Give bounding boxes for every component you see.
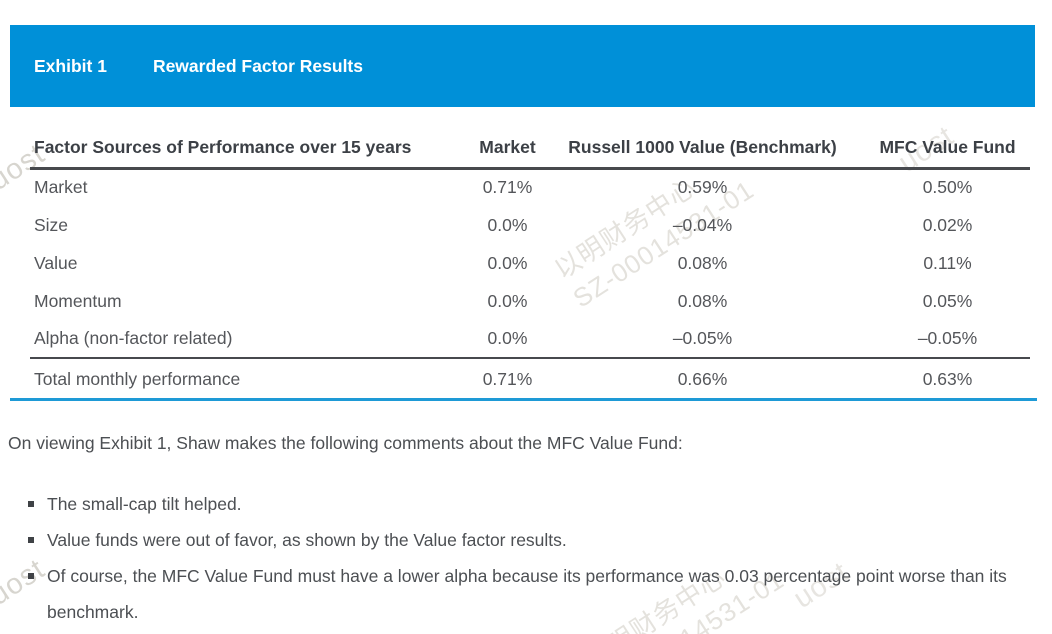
factor-results-table: Factor Sources of Performance over 15 ye… [30,128,1030,399]
bullet-square-icon [28,573,34,579]
comment-text: The small-cap tilt helped. [47,494,242,514]
column-header-fund: MFC Value Fund [865,128,1030,170]
column-header-market: Market [475,128,540,170]
list-item: Of course, the MFC Value Fund must have … [28,558,1023,630]
cell-fund: 0.05% [922,290,973,311]
cell-benchmark: –0.05% [540,320,865,359]
comment-text: Value funds were out of favor, as shown … [47,530,567,550]
table-row: Value 0.0% 0.08% 0.11% [30,244,1030,282]
comment-text: Of course, the MFC Value Fund must have … [47,566,1007,622]
cell-market: 0.71% [482,368,533,389]
comment-list: The small-cap tilt helped. Value funds w… [28,486,1023,630]
cell-benchmark: –0.04% [672,214,733,235]
cell-fund: 0.63% [922,368,973,389]
cell-fund: 0.11% [923,252,972,273]
exhibit-header-bar: Exhibit 1 Rewarded Factor Results [10,25,1035,107]
list-item: Value funds were out of favor, as shown … [28,522,1023,558]
commentary-intro: On viewing Exhibit 1, Shaw makes the fol… [8,433,683,453]
cell-factor: Size [34,214,69,235]
cell-market: 0.0% [487,252,528,273]
cell-factor: Momentum [34,290,122,311]
column-header-benchmark: Russell 1000 Value (Benchmark) [540,128,865,170]
table-total-row: Total monthly performance 0.71% 0.66% 0.… [30,358,1030,399]
cell-benchmark: 0.08% [677,252,728,273]
cell-market: 0.0% [487,214,528,235]
table-row: Alpha (non-factor related) 0.0% –0.05% –… [30,320,1030,359]
bullet-square-icon [28,501,34,507]
cell-benchmark: 0.66% [677,368,728,389]
cell-market: 0.0% [487,290,528,311]
cell-benchmark: 0.08% [677,290,728,311]
cell-market: 0.71% [482,177,533,198]
table-header-row: Factor Sources of Performance over 15 ye… [30,128,1030,170]
cell-factor: Total monthly performance [34,368,241,389]
exhibit-label: Exhibit 1 [34,55,107,76]
cell-factor: Value [34,252,78,273]
cell-factor: Alpha (non-factor related) [30,320,475,359]
cell-fund: 0.02% [922,214,973,235]
column-header-factor: Factor Sources of Performance over 15 ye… [30,128,475,170]
table-row: Momentum 0.0% 0.08% 0.05% [30,282,1030,320]
cell-market: 0.0% [475,320,540,359]
table-row: Market 0.71% 0.59% 0.50% [30,168,1030,206]
section-divider [10,398,1037,401]
list-item: The small-cap tilt helped. [28,486,1023,522]
cell-fund: –0.05% [865,320,1030,359]
table-row: Size 0.0% –0.04% 0.02% [30,206,1030,244]
exhibit-title: Rewarded Factor Results [152,55,363,76]
bullet-square-icon [28,537,34,543]
cell-benchmark: 0.59% [677,177,728,198]
cell-factor: Market [34,177,88,198]
cell-fund: 0.50% [922,177,973,198]
